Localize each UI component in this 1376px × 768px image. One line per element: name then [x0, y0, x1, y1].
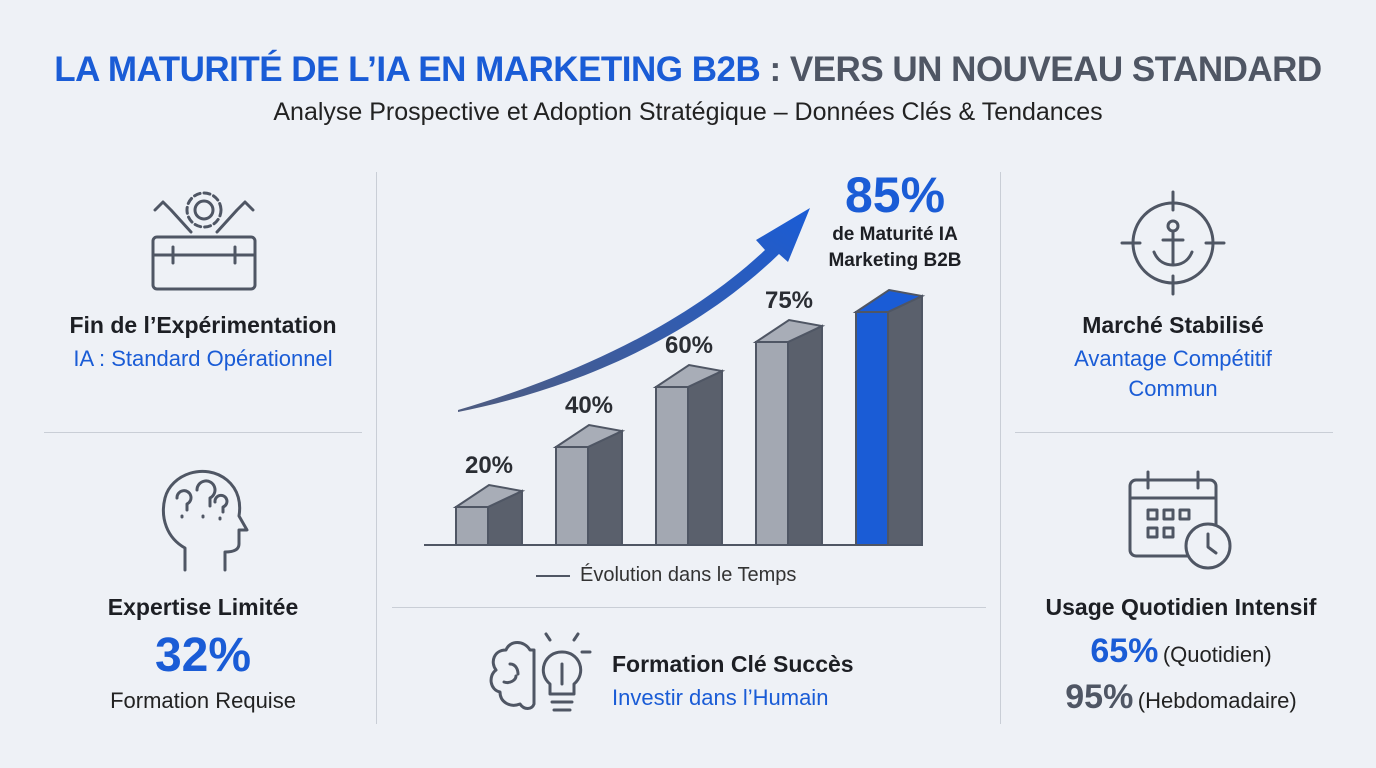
card-subtitle: Avantage Compétitif [1074, 346, 1272, 371]
daily-usage: 65% (Quotidien) [1090, 632, 1272, 670]
calendar-clock-icon [1128, 470, 1232, 570]
bar-front [855, 311, 889, 546]
stat-value: 32% [154, 629, 252, 682]
bar-top [652, 363, 726, 388]
bottom-subtitle: Investir dans l’Humain [612, 685, 829, 710]
divider [376, 172, 377, 724]
card-subtitle: Commun [1128, 376, 1218, 401]
highlight-value: 85% [844, 167, 946, 223]
card-title: Usage Quotidien Intensif [1045, 594, 1317, 620]
anchor-target-icon [1120, 190, 1226, 296]
head-question-icon [161, 469, 249, 572]
bar-data-label: 20% [465, 452, 513, 479]
bottom-title: Formation Clé Succès [612, 651, 854, 677]
bar-front [555, 446, 589, 546]
bar-top [752, 318, 826, 343]
card-title: Fin de l’Expérimentation [69, 312, 337, 338]
divider [1000, 172, 1001, 724]
bar-front [655, 386, 689, 546]
brain-lightbulb-icon [489, 632, 592, 712]
highlight-label: de Maturité IA Marketing B2B [828, 224, 962, 271]
bar-side [687, 369, 723, 546]
bar-front [755, 341, 789, 546]
bar-data-label: 40% [565, 392, 613, 419]
bar-data-label: 75% [765, 287, 813, 314]
bar-top [552, 423, 626, 448]
legend-line [536, 574, 570, 577]
page-subtitle: Analyse Prospective et Adoption Stratégi… [273, 98, 1103, 126]
weekly-usage: 95% (Hebdomadaire) [1065, 678, 1297, 716]
divider [1015, 432, 1333, 433]
bar-data-label: 60% [665, 332, 713, 359]
card-subtitle: IA : Standard Opérationnel [73, 346, 333, 371]
divider [44, 432, 362, 433]
chart-legend: Évolution dans le Temps [536, 564, 796, 587]
bar-top [452, 483, 526, 508]
bar-front [455, 506, 489, 546]
page-title: LA MATURITÉ DE L’IA EN MARKETING B2B : V… [54, 50, 1322, 89]
divider [392, 607, 986, 608]
bar-side [887, 294, 923, 546]
card-title: Marché Stabilisé [1082, 312, 1264, 338]
bar-side [587, 429, 623, 546]
bar-top [852, 288, 926, 313]
toolbox-gear-icon [151, 191, 257, 291]
card-title: Expertise Limitée [107, 594, 299, 620]
stat-caption: Formation Requise [110, 688, 296, 713]
bar-side [787, 324, 823, 546]
